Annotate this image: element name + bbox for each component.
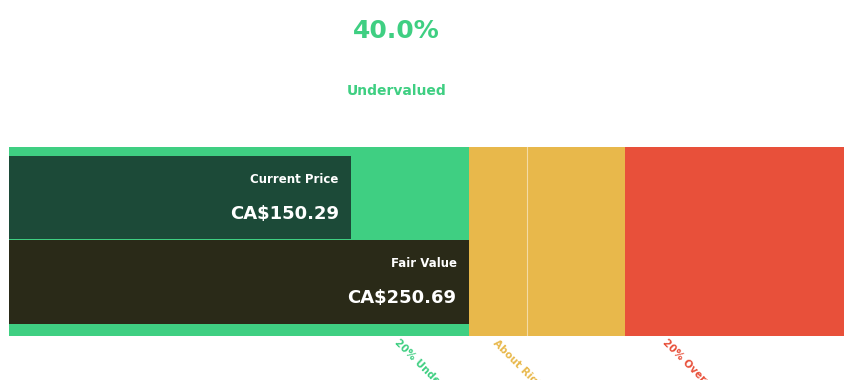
Bar (625, 147, 843, 336)
Bar (469, 147, 625, 336)
Text: 40.0%: 40.0% (353, 19, 440, 43)
Bar (9, 156, 351, 239)
Text: Fair Value: Fair Value (390, 257, 456, 270)
Text: 20% Overvalued: 20% Overvalued (659, 338, 734, 380)
Bar (9, 240, 469, 324)
Text: CA$250.69: CA$250.69 (347, 289, 456, 307)
Text: About Right: About Right (490, 338, 547, 380)
Text: CA$150.29: CA$150.29 (229, 205, 338, 223)
Text: 20% Undervalued: 20% Undervalued (393, 338, 473, 380)
Bar (9, 147, 469, 336)
Text: Undervalued: Undervalued (347, 84, 446, 98)
Text: Current Price: Current Price (250, 173, 338, 185)
